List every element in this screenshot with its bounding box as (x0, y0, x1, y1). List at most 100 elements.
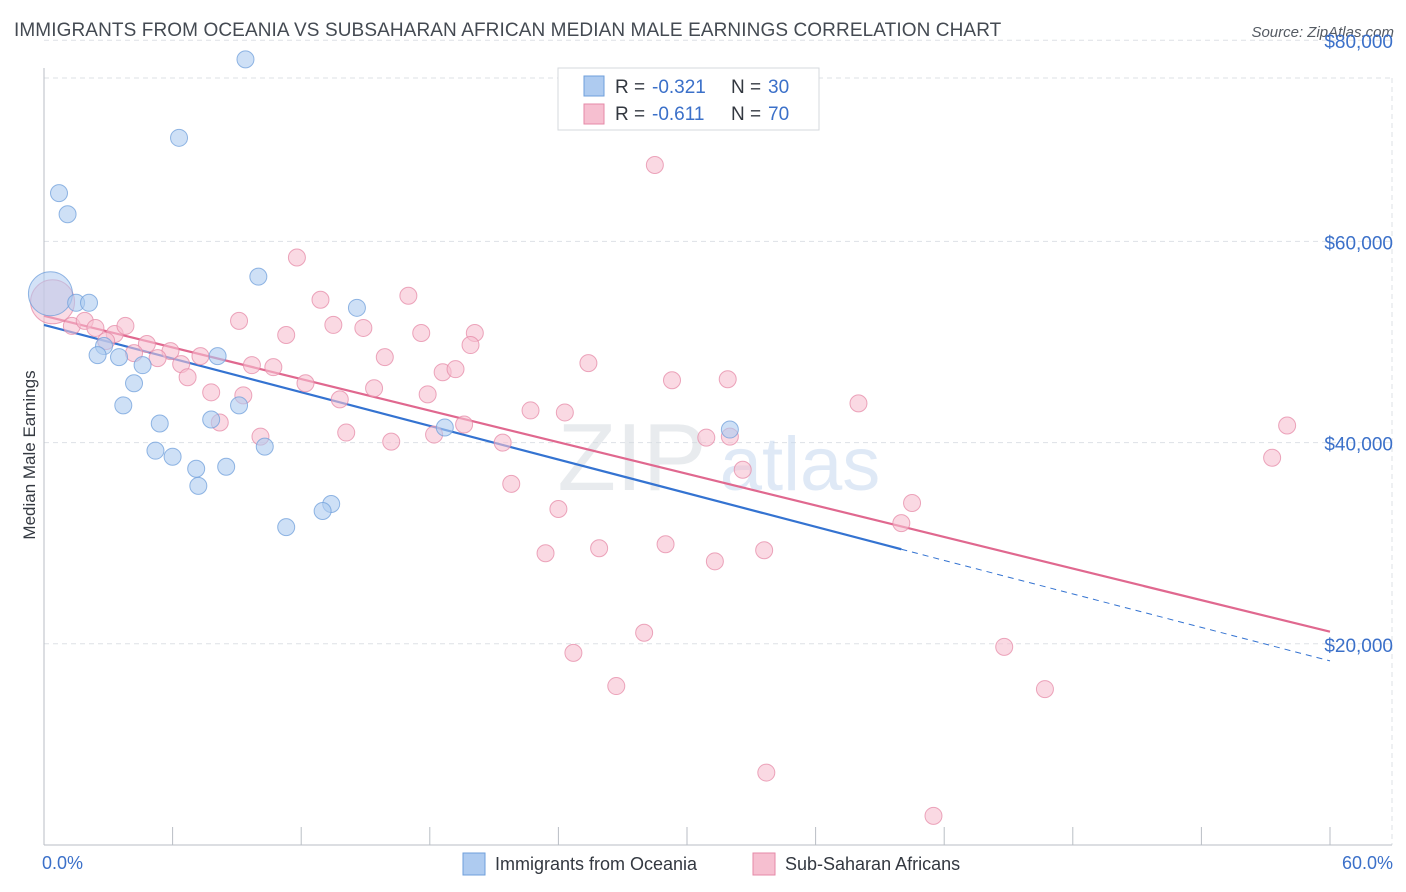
point-oceania-22[interactable] (187, 459, 206, 478)
point-subsaharan-16[interactable] (311, 290, 330, 309)
stats-box: R = -0.321 N = 30 R = -0.611 N = 70 (557, 67, 820, 131)
point-subsaharan-29[interactable] (296, 374, 315, 393)
point-subsaharan-45[interactable] (579, 354, 598, 373)
point-oceania-16[interactable] (150, 414, 169, 433)
point-subsaharan-61[interactable] (564, 643, 583, 662)
point-oceania-2[interactable] (58, 205, 77, 224)
point-oceania-25[interactable] (435, 418, 454, 437)
y-tick-label-1: $40,000 (1324, 435, 1393, 456)
point-subsaharan-65[interactable] (1278, 416, 1297, 435)
stats-n-label-1: N = (731, 77, 761, 98)
data-points (27, 50, 1297, 825)
point-oceania-24[interactable] (189, 476, 208, 495)
point-oceania-0[interactable] (27, 271, 73, 317)
trend-line-subsaharan (43, 314, 1331, 633)
x-tick-labels: 0.0% 60.0% (42, 853, 1393, 873)
legend-item-oceania[interactable]: Immigrants from Oceania (462, 852, 698, 876)
point-oceania-23[interactable] (217, 457, 236, 476)
point-subsaharan-26[interactable] (178, 368, 197, 387)
point-subsaharan-33[interactable] (418, 385, 437, 404)
point-subsaharan-67[interactable] (757, 763, 776, 782)
point-oceania-1[interactable] (50, 184, 69, 203)
point-oceania-21[interactable] (163, 447, 182, 466)
point-subsaharan-13[interactable] (230, 311, 249, 330)
point-subsaharan-22[interactable] (461, 336, 480, 355)
point-subsaharan-5[interactable] (116, 316, 135, 335)
point-subsaharan-57[interactable] (536, 544, 555, 563)
point-oceania-18[interactable] (230, 396, 249, 415)
stats-r-label-2: R = (615, 104, 645, 125)
point-subsaharan-7[interactable] (137, 335, 156, 354)
point-subsaharan-27[interactable] (202, 383, 221, 402)
point-oceania-14[interactable] (125, 374, 144, 393)
point-subsaharan-69[interactable] (697, 428, 716, 447)
point-subsaharan-19[interactable] (399, 286, 418, 305)
point-subsaharan-15[interactable] (287, 248, 306, 267)
trend-line-oceania-extension (901, 548, 1331, 662)
point-subsaharan-14[interactable] (277, 325, 296, 344)
point-oceania-3[interactable] (236, 50, 255, 69)
point-oceania-20[interactable] (146, 441, 165, 460)
point-subsaharan-35[interactable] (446, 360, 465, 379)
legend-swatch-subsaharan (752, 852, 776, 876)
point-oceania-4[interactable] (170, 128, 189, 147)
point-subsaharan-30[interactable] (330, 390, 349, 409)
point-subsaharan-42[interactable] (493, 433, 512, 452)
point-oceania-13[interactable] (208, 347, 227, 366)
point-subsaharan-62[interactable] (607, 677, 626, 696)
point-subsaharan-55[interactable] (656, 535, 675, 554)
point-subsaharan-52[interactable] (549, 500, 568, 519)
point-oceania-11[interactable] (110, 348, 129, 367)
watermark-zip: ZIP (557, 404, 706, 511)
point-oceania-5[interactable] (249, 267, 268, 286)
y-tick-labels: $20,000 $40,000 $60,000 $80,000 (1324, 32, 1393, 657)
point-subsaharan-59[interactable] (705, 552, 724, 571)
point-oceania-28[interactable] (313, 502, 332, 521)
point-subsaharan-43[interactable] (521, 401, 540, 420)
point-subsaharan-51[interactable] (502, 474, 521, 493)
point-oceania-10[interactable] (88, 346, 107, 365)
point-subsaharan-44[interactable] (555, 403, 574, 422)
point-oceania-29[interactable] (277, 518, 296, 537)
chart-title: IMMIGRANTS FROM OCEANIA VS SUBSAHARAN AF… (14, 20, 1002, 41)
point-subsaharan-39[interactable] (382, 432, 401, 451)
point-oceania-8[interactable] (347, 298, 366, 317)
point-subsaharan-50[interactable] (849, 394, 868, 413)
source-credit: Source: ZipAtlas.com (1251, 24, 1394, 41)
point-subsaharan-56[interactable] (755, 541, 774, 560)
point-subsaharan-10[interactable] (148, 349, 167, 368)
point-subsaharan-60[interactable] (635, 623, 654, 642)
point-subsaharan-68[interactable] (924, 806, 943, 825)
stats-r-label-1: R = (615, 77, 645, 98)
point-subsaharan-66[interactable] (1263, 448, 1282, 467)
point-subsaharan-49[interactable] (733, 460, 752, 479)
point-subsaharan-64[interactable] (1035, 680, 1054, 699)
point-subsaharan-54[interactable] (892, 514, 911, 533)
point-oceania-15[interactable] (114, 396, 133, 415)
point-subsaharan-20[interactable] (412, 323, 431, 342)
point-subsaharan-23[interactable] (645, 155, 664, 174)
point-subsaharan-41[interactable] (455, 415, 474, 434)
point-oceania-17[interactable] (202, 410, 221, 429)
point-oceania-26[interactable] (720, 420, 739, 439)
point-subsaharan-18[interactable] (354, 318, 373, 337)
point-subsaharan-3[interactable] (86, 318, 105, 337)
point-subsaharan-46[interactable] (662, 371, 681, 390)
point-subsaharan-58[interactable] (590, 539, 609, 558)
point-subsaharan-25[interactable] (264, 358, 283, 377)
point-subsaharan-24[interactable] (242, 356, 261, 375)
point-oceania-12[interactable] (133, 356, 152, 375)
point-subsaharan-32[interactable] (375, 348, 394, 367)
point-subsaharan-47[interactable] (718, 370, 737, 389)
point-subsaharan-63[interactable] (995, 637, 1014, 656)
legend-item-subsaharan[interactable]: Sub-Saharan Africans (752, 852, 960, 876)
point-subsaharan-38[interactable] (337, 423, 356, 442)
point-subsaharan-31[interactable] (365, 379, 384, 398)
point-subsaharan-12[interactable] (191, 347, 210, 366)
point-oceania-7[interactable] (80, 293, 99, 312)
point-subsaharan-53[interactable] (903, 493, 922, 512)
point-subsaharan-17[interactable] (324, 315, 343, 334)
y-tick-label-3: $80,000 (1324, 32, 1393, 53)
point-oceania-19[interactable] (255, 437, 274, 456)
stats-swatch-blue (583, 75, 605, 97)
